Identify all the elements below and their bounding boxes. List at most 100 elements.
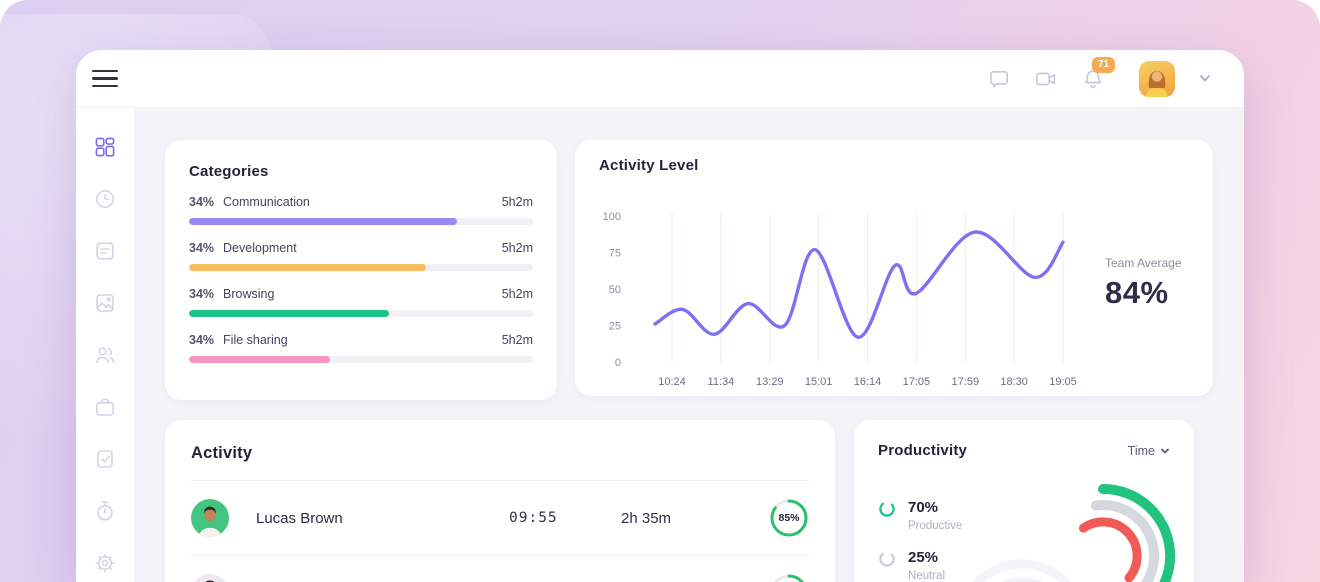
category-percent: 34% [189,287,215,301]
chart-x-axis-labels: 10:24 11:34 13:29 15:01 16:14 17:05 17:59 18:30… [658,376,1077,388]
team-average-value: 84% [1105,275,1169,310]
svg-text:50: 50 [609,284,621,296]
legend-label: Neutral [908,570,946,582]
percent-ring: 79% [769,573,809,582]
category-row-labels: 34% Development 5h2m [189,241,533,255]
chart-y-axis-labels: 100 75 50 25 0 [603,211,621,369]
svg-text:17:59: 17:59 [952,376,980,388]
category-progress-track [189,310,533,317]
chart-gridlines [671,212,1064,362]
main-content: Categories 34% Communication 5h2m 34% De… [134,108,1244,582]
activity-rows: Lucas Brown 09:55 2h 35m 85% Eduard Coul… [191,481,809,582]
activity-title: Activity [191,444,253,462]
briefcase-icon [95,398,114,416]
category-row-labels: 34% Browsing 5h2m [189,287,533,301]
sidebar-item-team[interactable] [92,342,118,368]
category-progress-track [189,356,533,363]
productivity-gauge-chart [972,483,1176,582]
category-time: 5h2m [501,287,533,301]
chevron-down-icon [1161,448,1169,453]
legend-ring-icon [879,501,895,517]
category-row: 34% Browsing 5h2m [189,287,533,317]
users-icon [96,347,115,364]
bell-icon[interactable]: 71 [1080,56,1116,92]
legend-texts: 70% Productive [908,499,962,532]
time-filter-label: Time [1127,443,1155,458]
hamburger-menu-icon[interactable] [92,69,118,88]
app-body: Categories 34% Communication 5h2m 34% De… [76,108,1244,582]
team-average-label: Team Average [1105,256,1182,270]
svg-text:25: 25 [609,321,621,333]
productivity-legend: 70% Productive 25% Neutral [878,499,1170,582]
legend-item: 25% Neutral [878,549,1170,582]
category-row: 34% Communication 5h2m [189,195,533,225]
category-row: 34% Development 5h2m [189,241,533,271]
sidebar-item-projects[interactable] [92,394,118,420]
clipboard-check-icon [97,450,113,468]
svg-text:75: 75 [609,248,621,260]
category-progress-fill [189,356,331,363]
legend-label: Productive [908,520,963,532]
legend-texts: 25% Neutral [908,549,945,582]
gear-icon [95,553,115,573]
category-progress-fill [189,218,458,225]
category-progress-track [189,264,533,271]
time-filter-dropdown[interactable]: Time [1128,444,1170,458]
chat-icon[interactable] [986,66,1012,92]
svg-text:11:34: 11:34 [708,376,735,388]
activity-level-chart: 100 75 50 25 0 10:24 11:34 13:29 15:01 16:14 17:05… [603,211,1077,388]
activity-level-title: Activity Level [599,157,699,174]
sidebar-item-timer[interactable] [92,498,118,524]
category-row-labels: 34% Communication 5h2m [189,195,533,209]
category-percent: 34% [189,333,215,347]
productivity-card: Productivity Time 70% Productive 25% Neu [854,420,1194,582]
productivity-title: Productivity [878,442,968,459]
member-name: Lucas Brown [256,509,343,527]
sidebar-item-dashboard[interactable] [92,134,118,160]
productivity-header: Productivity Time [878,442,1170,459]
header-actions: 71 [986,56,1214,97]
legend-value: 70% [908,499,939,516]
activity-row[interactable]: Lucas Brown 09:55 2h 35m 85% [191,481,809,556]
percent-value: 85% [778,512,800,524]
sidebar-nav [76,108,134,582]
category-time: 5h2m [501,333,533,347]
activity-line-series [653,230,1065,339]
legend-item: 70% Productive [878,499,1170,532]
svg-text:19:05: 19:05 [1049,376,1077,388]
category-row: 34% File sharing 5h2m [189,333,533,363]
categories-title: Categories [189,163,269,180]
categories-card: Categories 34% Communication 5h2m 34% De… [165,140,557,400]
sidebar-item-settings[interactable] [92,550,118,576]
svg-text:17:05: 17:05 [903,376,931,388]
category-progress-fill [189,310,389,317]
category-percent: 34% [189,195,215,209]
categories-rows: 34% Communication 5h2m 34% Development 5… [189,195,533,363]
sidebar-item-media[interactable] [92,290,118,316]
activity-row[interactable]: Eduard Couly 10:09 2h 12m 79% [191,556,809,582]
svg-text:100: 100 [603,211,621,223]
legend-ring-icon [879,551,895,567]
stopwatch-icon [97,501,113,521]
category-label: Browsing [223,287,275,301]
sidebar-item-tasks[interactable] [92,446,118,472]
svg-text:15:01: 15:01 [805,376,833,388]
category-time: 5h2m [501,241,533,255]
member-avatar [191,574,229,582]
sidebar-item-notes[interactable] [92,238,118,264]
category-label: Development [223,241,297,255]
tracked-duration: 2h 35m [621,509,672,527]
notification-badge: 71 [1092,56,1116,73]
user-avatar[interactable] [1139,60,1175,97]
dashboard-grid-icon [95,137,115,157]
activity-card: Activity Lucas Brown 09:55 2h 35m 85% Ed… [165,420,835,582]
svg-text:0: 0 [615,357,621,369]
video-icon[interactable] [1033,66,1059,92]
sidebar-item-time[interactable] [92,186,118,212]
activity-level-card: Activity Level 100 75 50 25 0 10:24 11:34 13:29… [575,140,1213,396]
clock-icon [96,190,114,208]
svg-text:10:24: 10:24 [658,376,686,388]
app-window: 71 Categories [76,50,1244,582]
chevron-down-icon[interactable] [1196,70,1214,88]
start-time: 09:55 [509,510,558,526]
